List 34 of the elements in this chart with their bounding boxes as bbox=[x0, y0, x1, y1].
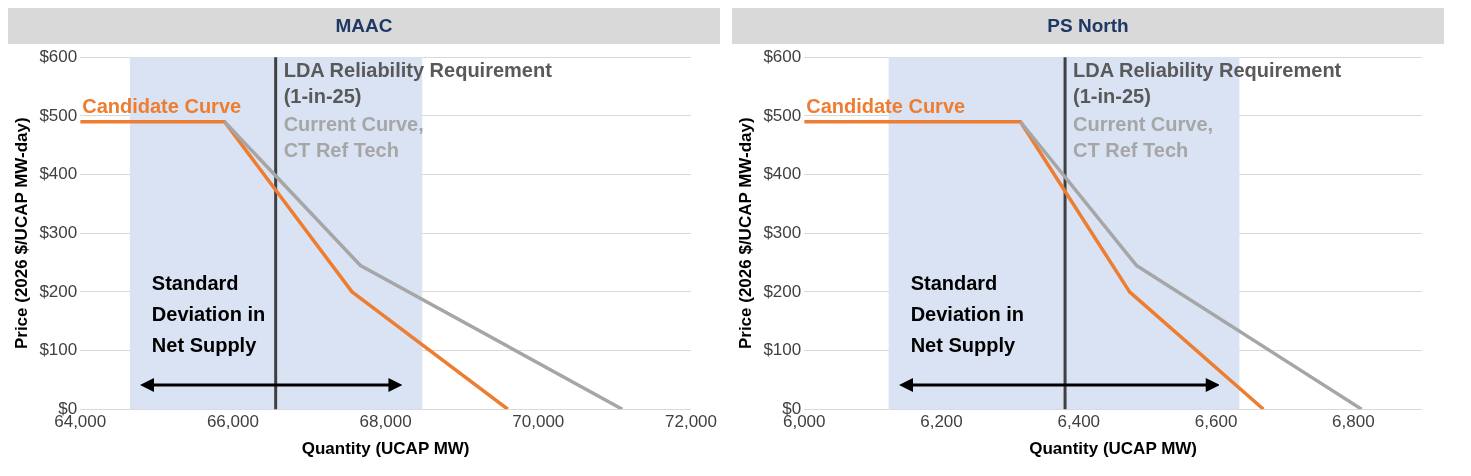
band-label: Standard Deviation in Net Supply bbox=[910, 271, 1025, 356]
ref-line-label: LDA Reliability Requirement (1-in-25) bbox=[1073, 58, 1342, 107]
y-tick-label: $100 bbox=[763, 340, 802, 360]
y-tick-label: $400 bbox=[763, 164, 802, 184]
x-axis-title: Quantity (UCAP MW) bbox=[1029, 439, 1198, 459]
y-tick-label: $400 bbox=[39, 164, 78, 184]
y-axis-title: Price (2026 $/UCAP MW-day) bbox=[11, 117, 31, 350]
y-tick-label: $600 bbox=[39, 46, 78, 66]
series-label: Candidate Curve bbox=[806, 95, 966, 118]
y-tick-label: $300 bbox=[39, 222, 78, 242]
x-tick-label: 6,600 bbox=[1194, 412, 1238, 432]
y-tick-label: $100 bbox=[39, 340, 78, 360]
ref-line-label: LDA Reliability Requirement (1-in-25) bbox=[283, 58, 553, 107]
y-tick-label: $500 bbox=[763, 105, 802, 125]
band-label: Standard Deviation in Net Supply bbox=[151, 271, 266, 356]
x-tick-label: 72,000 bbox=[665, 412, 717, 432]
chart-title: PS North bbox=[732, 8, 1444, 44]
chart-title: MAAC bbox=[8, 8, 720, 44]
series-label: Current Curve, CT Ref Tech bbox=[1073, 112, 1214, 161]
x-tick-label: 70,000 bbox=[512, 412, 565, 432]
y-tick-label: $600 bbox=[763, 46, 802, 66]
y-tick-label: $200 bbox=[763, 281, 802, 301]
x-tick-label: 66,000 bbox=[206, 412, 259, 432]
series-label: Candidate Curve bbox=[82, 95, 242, 118]
x-tick-label: 6,200 bbox=[920, 412, 963, 432]
y-axis-title: Price (2026 $/UCAP MW-day) bbox=[735, 117, 755, 350]
y-tick-label: $300 bbox=[763, 222, 802, 242]
x-tick-label: 6,800 bbox=[1332, 412, 1375, 432]
x-axis-title: Quantity (UCAP MW) bbox=[301, 439, 470, 459]
series-label: Current Curve, CT Ref Tech bbox=[283, 112, 424, 161]
y-tick-label: $200 bbox=[39, 281, 78, 301]
y-tick-label: $500 bbox=[39, 105, 78, 125]
x-tick-label: 68,000 bbox=[359, 412, 412, 432]
x-tick-label: 6,400 bbox=[1057, 412, 1101, 432]
